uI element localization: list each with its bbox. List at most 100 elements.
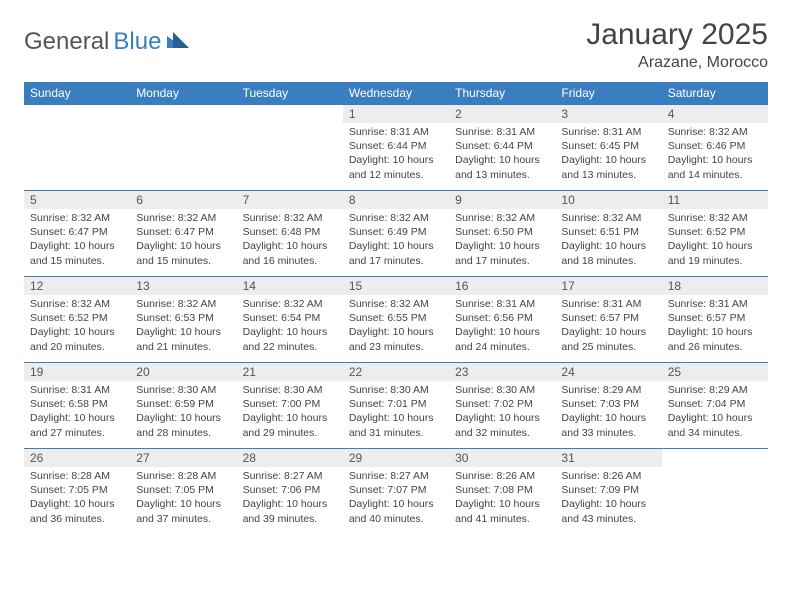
daylight-line2: and 22 minutes. [243,340,337,354]
day-number: 9 [449,191,555,209]
sunrise-text: Sunrise: 8:31 AM [30,383,124,397]
daylight-line2: and 15 minutes. [136,254,230,268]
daylight-line2: and 18 minutes. [561,254,655,268]
sunset-text: Sunset: 6:53 PM [136,311,230,325]
calendar-day-cell [237,105,343,191]
daylight-line1: Daylight: 10 hours [455,153,549,167]
calendar-day-cell: 8Sunrise: 8:32 AMSunset: 6:49 PMDaylight… [343,191,449,277]
calendar-day-cell [130,105,236,191]
daylight-line2: and 39 minutes. [243,512,337,526]
calendar-day-cell: 10Sunrise: 8:32 AMSunset: 6:51 PMDayligh… [555,191,661,277]
day-details: Sunrise: 8:32 AMSunset: 6:47 PMDaylight:… [24,209,130,272]
calendar-day-cell: 14Sunrise: 8:32 AMSunset: 6:54 PMDayligh… [237,277,343,363]
daylight-line2: and 17 minutes. [455,254,549,268]
calendar-day-cell: 30Sunrise: 8:26 AMSunset: 7:08 PMDayligh… [449,449,555,535]
day-details: Sunrise: 8:30 AMSunset: 7:02 PMDaylight:… [449,381,555,444]
day-details: Sunrise: 8:30 AMSunset: 6:59 PMDaylight:… [130,381,236,444]
calendar-day-cell: 21Sunrise: 8:30 AMSunset: 7:00 PMDayligh… [237,363,343,449]
calendar-day-cell: 15Sunrise: 8:32 AMSunset: 6:55 PMDayligh… [343,277,449,363]
daylight-line1: Daylight: 10 hours [561,239,655,253]
sunrise-text: Sunrise: 8:32 AM [30,297,124,311]
weekday-heading: Thursday [449,82,555,105]
daylight-line1: Daylight: 10 hours [455,239,549,253]
daylight-line1: Daylight: 10 hours [561,497,655,511]
weekday-heading: Tuesday [237,82,343,105]
sunset-text: Sunset: 6:47 PM [136,225,230,239]
daylight-line2: and 29 minutes. [243,426,337,440]
sunset-text: Sunset: 7:05 PM [30,483,124,497]
daylight-line1: Daylight: 10 hours [349,325,443,339]
calendar-day-cell: 11Sunrise: 8:32 AMSunset: 6:52 PMDayligh… [662,191,768,277]
sunset-text: Sunset: 7:04 PM [668,397,762,411]
sunset-text: Sunset: 6:50 PM [455,225,549,239]
sunset-text: Sunset: 7:08 PM [455,483,549,497]
calendar-day-cell: 31Sunrise: 8:26 AMSunset: 7:09 PMDayligh… [555,449,661,535]
day-number: 1 [343,105,449,123]
day-details: Sunrise: 8:31 AMSunset: 6:56 PMDaylight:… [449,295,555,358]
day-number: 5 [24,191,130,209]
day-details: Sunrise: 8:32 AMSunset: 6:49 PMDaylight:… [343,209,449,272]
daylight-line1: Daylight: 10 hours [30,411,124,425]
calendar-day-cell: 23Sunrise: 8:30 AMSunset: 7:02 PMDayligh… [449,363,555,449]
day-details: Sunrise: 8:32 AMSunset: 6:48 PMDaylight:… [237,209,343,272]
calendar-day-cell: 3Sunrise: 8:31 AMSunset: 6:45 PMDaylight… [555,105,661,191]
sunset-text: Sunset: 7:00 PM [243,397,337,411]
day-details: Sunrise: 8:32 AMSunset: 6:47 PMDaylight:… [130,209,236,272]
daylight-line1: Daylight: 10 hours [243,411,337,425]
day-details: Sunrise: 8:30 AMSunset: 7:00 PMDaylight:… [237,381,343,444]
sunset-text: Sunset: 7:06 PM [243,483,337,497]
logo-word-general: General [24,28,109,56]
day-number: 25 [662,363,768,381]
daylight-line1: Daylight: 10 hours [349,497,443,511]
day-details: Sunrise: 8:32 AMSunset: 6:46 PMDaylight:… [662,123,768,186]
sunset-text: Sunset: 6:55 PM [349,311,443,325]
daylight-line1: Daylight: 10 hours [668,239,762,253]
calendar-week-row: 1Sunrise: 8:31 AMSunset: 6:44 PMDaylight… [24,105,768,191]
daylight-line1: Daylight: 10 hours [455,325,549,339]
day-number: 19 [24,363,130,381]
sunrise-text: Sunrise: 8:26 AM [561,469,655,483]
sunset-text: Sunset: 7:03 PM [561,397,655,411]
day-number: 2 [449,105,555,123]
daylight-line1: Daylight: 10 hours [136,325,230,339]
sunset-text: Sunset: 6:46 PM [668,139,762,153]
day-number: 24 [555,363,661,381]
daylight-line1: Daylight: 10 hours [561,411,655,425]
calendar-day-cell: 9Sunrise: 8:32 AMSunset: 6:50 PMDaylight… [449,191,555,277]
daylight-line2: and 32 minutes. [455,426,549,440]
daylight-line2: and 41 minutes. [455,512,549,526]
day-number: 15 [343,277,449,295]
sunset-text: Sunset: 6:45 PM [561,139,655,153]
calendar-day-cell: 12Sunrise: 8:32 AMSunset: 6:52 PMDayligh… [24,277,130,363]
day-number: 29 [343,449,449,467]
sunrise-text: Sunrise: 8:32 AM [561,211,655,225]
daylight-line1: Daylight: 10 hours [30,497,124,511]
calendar-day-cell [24,105,130,191]
daylight-line1: Daylight: 10 hours [455,497,549,511]
daylight-line2: and 28 minutes. [136,426,230,440]
calendar-body: 1Sunrise: 8:31 AMSunset: 6:44 PMDaylight… [24,105,768,535]
calendar-day-cell: 2Sunrise: 8:31 AMSunset: 6:44 PMDaylight… [449,105,555,191]
daylight-line2: and 43 minutes. [561,512,655,526]
daylight-line2: and 21 minutes. [136,340,230,354]
day-number: 22 [343,363,449,381]
sunrise-text: Sunrise: 8:32 AM [30,211,124,225]
day-number: 20 [130,363,236,381]
logo-triangle-icon [167,32,189,48]
calendar-day-cell [662,449,768,535]
sunset-text: Sunset: 7:07 PM [349,483,443,497]
daylight-line2: and 34 minutes. [668,426,762,440]
sunrise-text: Sunrise: 8:32 AM [349,211,443,225]
calendar-day-cell: 6Sunrise: 8:32 AMSunset: 6:47 PMDaylight… [130,191,236,277]
day-details: Sunrise: 8:31 AMSunset: 6:58 PMDaylight:… [24,381,130,444]
day-number: 6 [130,191,236,209]
weekday-heading: Saturday [662,82,768,105]
calendar-day-cell: 4Sunrise: 8:32 AMSunset: 6:46 PMDaylight… [662,105,768,191]
weekday-heading: Friday [555,82,661,105]
calendar-day-cell: 22Sunrise: 8:30 AMSunset: 7:01 PMDayligh… [343,363,449,449]
day-details: Sunrise: 8:32 AMSunset: 6:51 PMDaylight:… [555,209,661,272]
calendar-day-cell: 29Sunrise: 8:27 AMSunset: 7:07 PMDayligh… [343,449,449,535]
calendar-table: Sunday Monday Tuesday Wednesday Thursday… [24,82,768,535]
header: General Blue January 2025 Arazane, Moroc… [24,18,768,72]
day-details: Sunrise: 8:28 AMSunset: 7:05 PMDaylight:… [24,467,130,530]
